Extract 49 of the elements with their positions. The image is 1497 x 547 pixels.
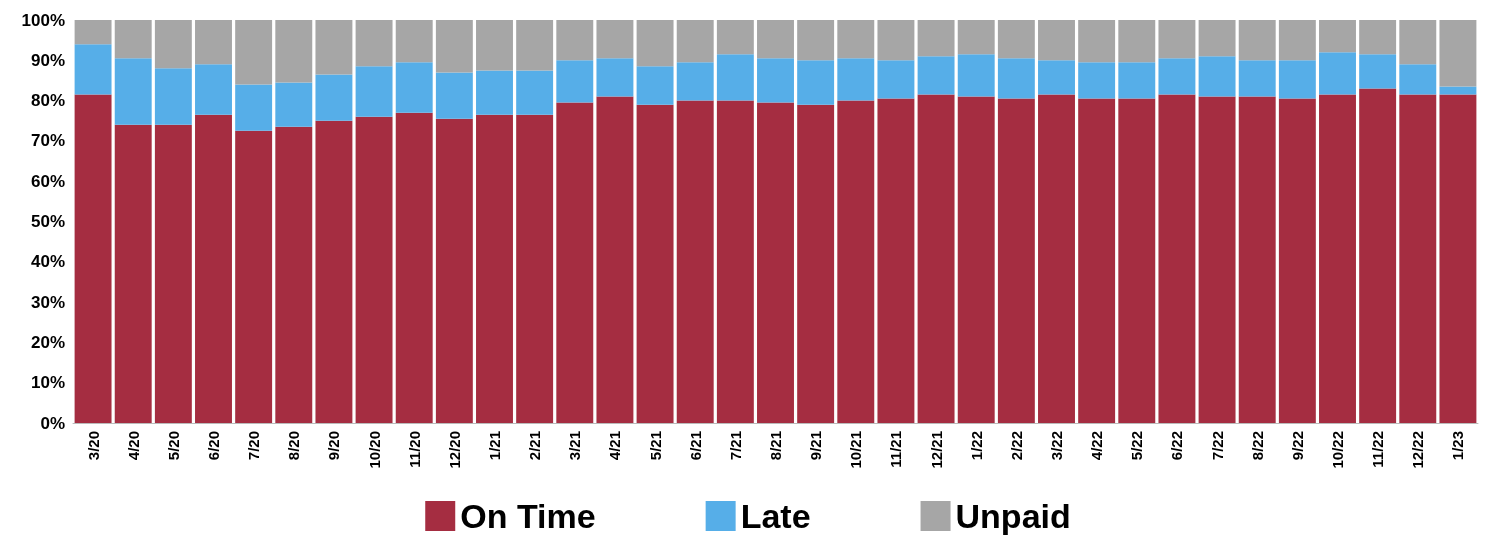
x-tick-label: 1/22 (967, 431, 985, 461)
x-tick-label: 11/21 (887, 431, 905, 468)
x-tick-label: 11/20 (405, 431, 423, 468)
x-tick-label: 5/20 (164, 431, 182, 461)
x-tick-label: 6/22 (1168, 431, 1186, 461)
y-tick-label: 50% (30, 212, 65, 231)
y-tick-label: 70% (30, 131, 65, 151)
legend-label: On Time (460, 497, 596, 535)
x-tick-label: 4/20 (124, 431, 142, 461)
x-tick-label: 3/22 (1048, 431, 1065, 461)
legend-label: Late (740, 497, 811, 535)
x-tick-label: 4/22 (1088, 431, 1106, 461)
x-tick-label: 1/23 (1449, 431, 1467, 461)
x-tick-label: 12/22 (1409, 431, 1427, 469)
x-tick-label: 10/22 (1329, 431, 1346, 469)
x-tick-label: 1/21 (486, 431, 503, 461)
x-tick-label: 9/22 (1288, 431, 1306, 461)
x-tick-label: 11/22 (1369, 431, 1387, 468)
x-tick-label: 9/20 (325, 431, 343, 461)
x-tick-label: 8/20 (285, 431, 303, 461)
y-tick-label: 10% (30, 373, 65, 393)
x-tick-label: 9/21 (807, 431, 825, 461)
x-tick-label: 7/21 (726, 431, 744, 461)
y-tick-label: 0% (40, 413, 65, 433)
x-tick-label: 8/21 (767, 431, 784, 461)
x-tick-label: 6/20 (205, 431, 222, 461)
y-tick-label: 20% (30, 332, 65, 352)
x-tick-label: 10/21 (847, 431, 865, 469)
x-tick-label: 2/21 (526, 431, 544, 461)
x-tick-label: 5/21 (646, 431, 664, 461)
x-tick-label: 8/22 (1248, 431, 1266, 461)
x-tick-label: 3/21 (566, 431, 584, 461)
x-tick-label: 7/20 (245, 431, 263, 461)
y-tick-label: 40% (30, 252, 65, 272)
y-tick-label: 100% (21, 10, 65, 30)
x-tick-label: 12/21 (927, 431, 945, 469)
x-tick-label: 7/22 (1208, 431, 1226, 461)
legend-label: Unpaid (955, 497, 1071, 535)
x-tick-label: 3/20 (84, 431, 102, 461)
x-tick-label: 10/20 (365, 431, 383, 469)
x-tick-label: 5/22 (1128, 431, 1146, 461)
x-tick-label: 4/21 (606, 431, 624, 461)
y-tick-label: 80% (30, 91, 65, 111)
x-tick-label: 2/22 (1007, 431, 1025, 461)
y-tick-label: 30% (30, 292, 65, 312)
y-tick-label: 60% (30, 171, 65, 191)
x-tick-label: 6/21 (686, 431, 704, 461)
x-tick-label: 12/20 (445, 431, 463, 469)
y-tick-label: 90% (30, 50, 65, 70)
